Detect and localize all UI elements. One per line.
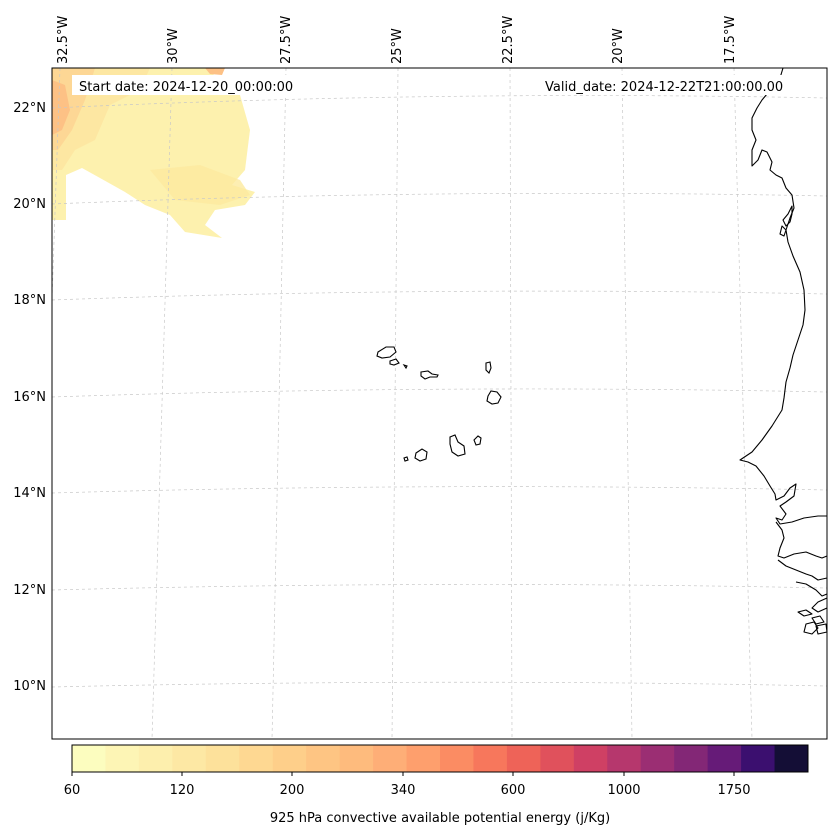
colorbar-swatch	[573, 745, 608, 772]
colorbar: 60 120 200 340 600 1000 1750 925 hPa con…	[64, 744, 809, 826]
west-africa-coastline	[739, 67, 828, 635]
lat-label: 14°N	[13, 486, 46, 501]
island-brava	[403, 456, 409, 462]
island-santo-antao	[376, 346, 397, 359]
lat-label: 18°N	[13, 293, 46, 308]
colorbar-swatch	[373, 745, 408, 772]
lat-label: 10°N	[13, 679, 46, 694]
island-santa-luzia	[402, 363, 408, 370]
colorbar-swatch	[506, 745, 541, 772]
colorbar-tick-label: 600	[501, 783, 526, 798]
start-date-box	[72, 75, 310, 95]
lat-label: 20°N	[13, 197, 46, 212]
colorbar-swatch	[72, 745, 106, 772]
colorbar-tick-label: 1750	[717, 783, 750, 798]
lon-label: 22.5°W	[501, 16, 516, 64]
colorbar-tick-label: 200	[280, 783, 305, 798]
island-sao-vicente	[389, 358, 400, 366]
colorbar-swatch	[674, 745, 709, 772]
lon-label: 30°W	[166, 28, 181, 64]
lon-label: 32.5°W	[56, 16, 71, 64]
colorbar-swatch	[741, 745, 776, 772]
longitude-labels: 32.5°W 30°W 27.5°W 25°W 22.5°W 20°W 17.5…	[56, 16, 738, 64]
island-sao-nicolau	[420, 370, 439, 380]
colorbar-swatch	[640, 745, 675, 772]
colorbar-swatch	[239, 745, 274, 772]
colorbar-tick-label: 340	[391, 783, 416, 798]
lon-label: 20°W	[611, 28, 626, 64]
lon-label: 25°W	[390, 28, 405, 64]
colorbar-swatch	[306, 745, 341, 772]
lon-label: 27.5°W	[279, 16, 294, 64]
colorbar-swatch	[205, 745, 240, 772]
colorbar-swatch	[406, 745, 441, 772]
colorbar-swatch	[440, 745, 474, 772]
colorbar-swatch	[105, 745, 140, 772]
lon-label: 17.5°W	[723, 16, 738, 64]
colorbar-swatch	[172, 745, 207, 772]
colorbar-swatch	[272, 745, 307, 772]
colorbar-tick-label: 120	[170, 783, 195, 798]
colorbar-swatch	[707, 745, 742, 772]
latitude-labels: 22°N 20°N 18°N 16°N 14°N 12°N 10°N	[13, 101, 46, 694]
colorbar-tick-label: 1000	[607, 783, 640, 798]
colorbar-swatch	[540, 745, 575, 772]
colorbar-ticks: 60 120 200 340 600 1000 1750	[64, 772, 751, 798]
colorbar-swatch	[473, 745, 508, 772]
lat-label: 12°N	[13, 583, 46, 598]
island-santiago	[449, 434, 466, 457]
valid-date-box	[540, 75, 806, 95]
colorbar-outline	[71, 744, 809, 773]
island-boa-vista	[486, 390, 502, 405]
colorbar-swatches	[72, 745, 809, 772]
colorbar-swatch	[339, 745, 374, 772]
island-maio	[473, 435, 482, 446]
lat-label: 22°N	[13, 101, 46, 116]
start-date: Start date: 2024-12-20_00:00:00	[79, 80, 293, 95]
graticule	[51, 67, 828, 740]
island-fogo	[414, 448, 428, 462]
colorbar-swatch	[138, 745, 173, 772]
lat-label: 16°N	[13, 390, 46, 405]
cape-verde-islands	[376, 346, 502, 462]
island-sal	[485, 361, 492, 374]
colorbar-label: 925 hPa convective available potential e…	[270, 811, 610, 826]
valid-date: Valid_date: 2024-12-22T21:00:00.00	[545, 80, 783, 95]
colorbar-swatch	[774, 745, 809, 772]
colorbar-tick-label: 60	[64, 783, 81, 798]
colorbar-swatch	[607, 745, 642, 772]
